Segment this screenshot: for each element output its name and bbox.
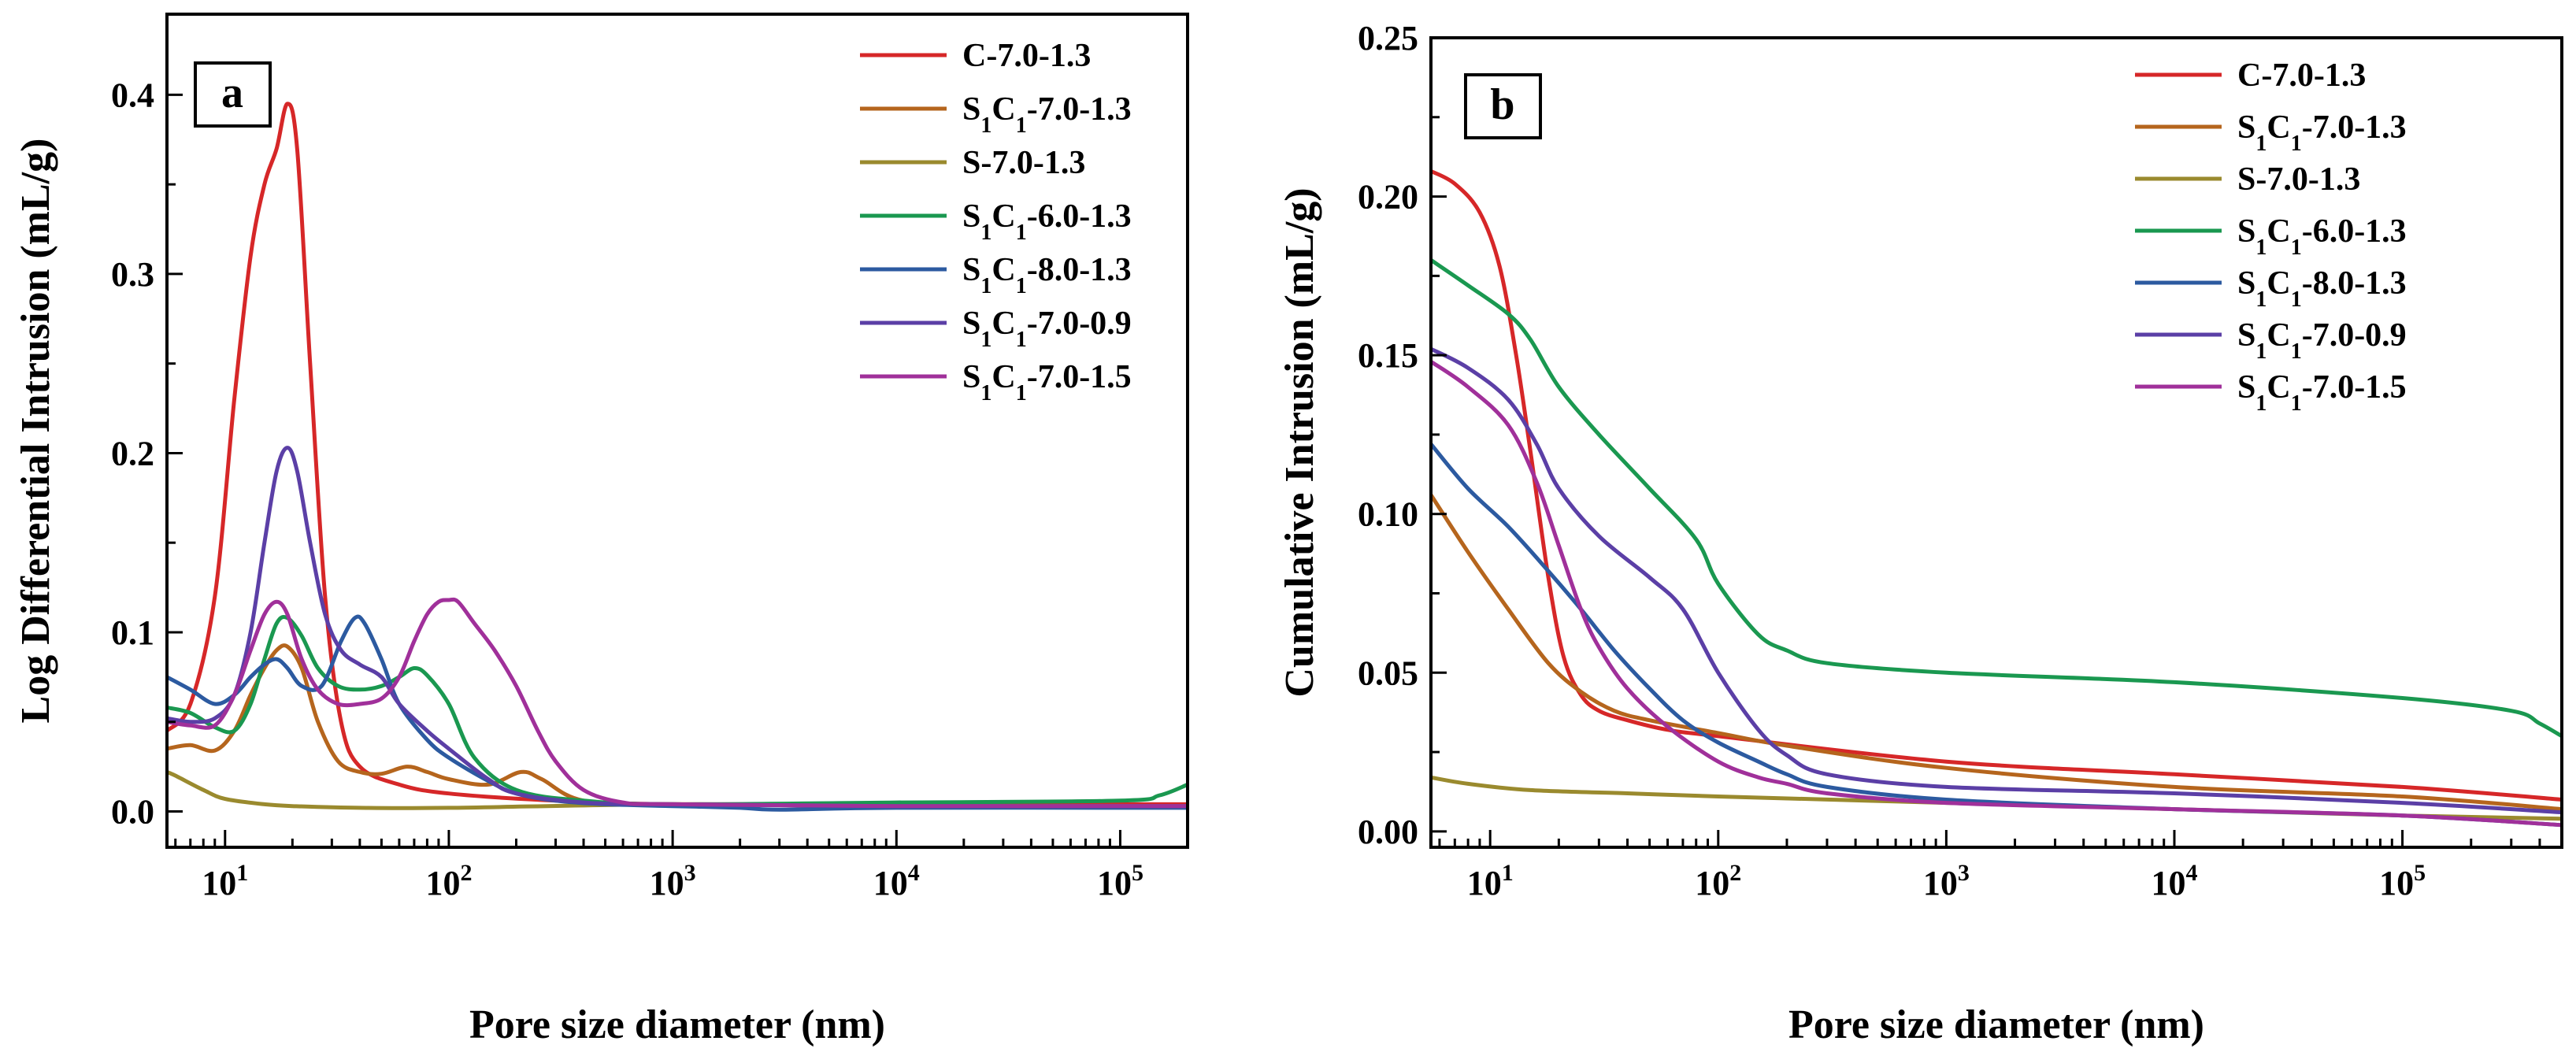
series-line-4 (1431, 442, 2562, 828)
legend-entry: S1C1-6.0-1.3 (2237, 213, 2407, 260)
y-tick-label: 0.05 (1358, 654, 1418, 692)
y-tick-label: 0.4 (111, 76, 154, 114)
series-lines (1431, 169, 2562, 828)
series-line-6 (167, 597, 1188, 809)
series-line-4 (167, 614, 1188, 812)
series-line-6 (1431, 359, 2562, 828)
legend-entry: S1C1-7.0-1.3 (962, 91, 1132, 138)
panel-label-box (1464, 73, 1542, 139)
panel-label: a (221, 69, 243, 117)
x-tick-label: 102 (1695, 860, 1741, 902)
y-axis-title: Log Differential Intrusion (mL/g) (13, 139, 58, 724)
panel-b: 101 102 103 104 105 0.00 0.05 0.10 0.15 0.20 0.25 P… (1277, 19, 2563, 1047)
y-tick-label: 0.15 (1358, 336, 1418, 375)
x-tick-label: 101 (1467, 860, 1514, 902)
y-tick-label: 0.1 (111, 613, 154, 652)
series-line-0 (1431, 169, 2562, 802)
y-tick-label: 0.25 (1358, 19, 1418, 57)
series-line-5 (1431, 346, 2562, 815)
legend-entry: C-7.0-1.3 (962, 38, 1091, 74)
series-line-2 (1431, 775, 2562, 821)
series-line-3 (1431, 257, 2562, 739)
legend-entry: S1C1-7.0-1.5 (2237, 369, 2407, 416)
legend: C-7.0-1.3 S1C1-7.0-1.3 S-7.0-1.3 S1C1-6.0-1… (2135, 57, 2407, 416)
y-tick-label: 0.00 (1358, 813, 1418, 851)
x-axis-title: Pore size diameter (nm) (469, 1002, 885, 1047)
y-axis-title: Cumulative Intrusion (mL/g) (1277, 187, 1322, 697)
y-tick-label: 0.0 (111, 792, 154, 831)
plot-frame (165, 13, 1189, 849)
x-tick-label: 102 (425, 860, 472, 902)
y-tick-label: 0.3 (111, 255, 154, 294)
y-tick-label: 0.10 (1358, 495, 1418, 534)
legend-entry: S1C1-7.0-0.9 (2237, 317, 2407, 364)
x-axis-title: Pore size diameter (nm) (1788, 1002, 2204, 1047)
series-line-3 (167, 614, 1188, 806)
series-line-1 (1431, 493, 2562, 812)
legend-entry: S-7.0-1.3 (962, 145, 1085, 181)
y-tick-label: 0.20 (1358, 178, 1418, 217)
series-lines (167, 102, 1188, 812)
panel-label: b (1490, 80, 1514, 129)
legend-entry: S1C1-7.0-1.3 (2237, 109, 2407, 156)
panel-a: 101 102 103 104 105 0.0 0.1 0.2 0.3 0.4 Pore size … (13, 13, 1189, 1047)
x-tick-label: 105 (2379, 860, 2426, 902)
legend-entry: S1C1-7.0-1.5 (962, 359, 1132, 406)
legend-entry: S1C1-7.0-0.9 (962, 306, 1132, 352)
legend: C-7.0-1.3 S1C1-7.0-1.3 S-7.0-1.3 S1C1-6.0-1… (860, 38, 1132, 406)
x-tick-label: 103 (1923, 860, 1970, 902)
legend-entry: S1C1-8.0-1.3 (2237, 265, 2407, 312)
legend-entry: C-7.0-1.3 (2237, 57, 2366, 94)
y-tick-label: 0.2 (111, 434, 154, 472)
legend-entry: S1C1-6.0-1.3 (962, 198, 1132, 245)
x-tick-label: 101 (202, 860, 248, 902)
x-tick-label: 103 (650, 860, 696, 902)
legend-entry: S1C1-8.0-1.3 (962, 252, 1132, 298)
x-tick-label: 104 (873, 860, 920, 902)
panel-label-box (194, 61, 272, 128)
x-tick-label: 104 (2151, 860, 2197, 902)
legend-entry: S-7.0-1.3 (2237, 161, 2360, 198)
x-tick-label: 105 (1097, 860, 1143, 902)
plot-frame (1429, 36, 2563, 849)
